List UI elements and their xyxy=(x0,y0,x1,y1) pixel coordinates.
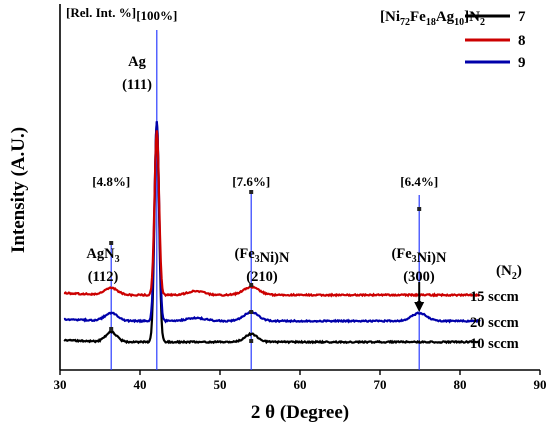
series-condition-label: 10 sccm xyxy=(470,336,519,352)
y-axis-title: Intensity (A.U.) xyxy=(8,127,29,253)
series-line-8 xyxy=(63,130,481,298)
series-condition-label: 15 sccm xyxy=(470,289,519,305)
peak-phase-label: AgN3 xyxy=(86,246,119,265)
peak-phase-label: Ag xyxy=(128,54,146,70)
x-tick-label: 60 xyxy=(294,377,307,392)
series-line-7 xyxy=(63,122,481,345)
peak-phase-label: (Fe3Ni)N xyxy=(235,246,290,266)
series-line-9 xyxy=(63,121,481,324)
peak-rel-int-label: [4.8%] xyxy=(92,174,130,189)
legend-label: 9 xyxy=(518,55,526,71)
x-tick-label: 70 xyxy=(374,377,387,392)
x-axis-title: 2 θ (Degree) xyxy=(251,402,349,423)
peak-hkl-label: (112) xyxy=(88,269,119,285)
peak-marker xyxy=(417,207,422,211)
peak-hkl-label: (111) xyxy=(122,77,152,93)
peak-marker xyxy=(249,310,254,314)
condition-header: (N2) xyxy=(496,263,522,282)
peak-marker xyxy=(109,327,114,331)
legend-label: 8 xyxy=(518,33,526,49)
peak-marker xyxy=(249,283,254,287)
legend-label: 7 xyxy=(518,9,526,25)
peak-marker xyxy=(249,339,254,343)
series-condition-label: 20 sccm xyxy=(470,315,519,331)
peak-hkl-label: (300) xyxy=(403,269,435,285)
peak-rel-int-label: [6.4%] xyxy=(400,174,438,189)
peak-marker xyxy=(109,241,114,245)
x-tick-label: 80 xyxy=(454,377,467,392)
x-tick-label: 40 xyxy=(134,377,147,392)
peak-rel-int-label: [100%] xyxy=(136,8,177,23)
legend-title: [Ni72Fe18Ag10]N2 xyxy=(380,9,485,28)
peak-rel-int-label: [7.6%] xyxy=(232,174,270,189)
rel-int-label: [Rel. Int. %] xyxy=(66,5,136,20)
peak-marker xyxy=(249,190,254,194)
peak-hkl-label: (210) xyxy=(246,269,278,285)
x-tick-label: 50 xyxy=(214,377,227,392)
peak-phase-label: (Fe3Ni)N xyxy=(392,246,447,266)
x-tick-label: 90 xyxy=(534,377,547,392)
peak-arrow-head xyxy=(414,302,425,312)
x-tick-label: 30 xyxy=(54,377,67,392)
